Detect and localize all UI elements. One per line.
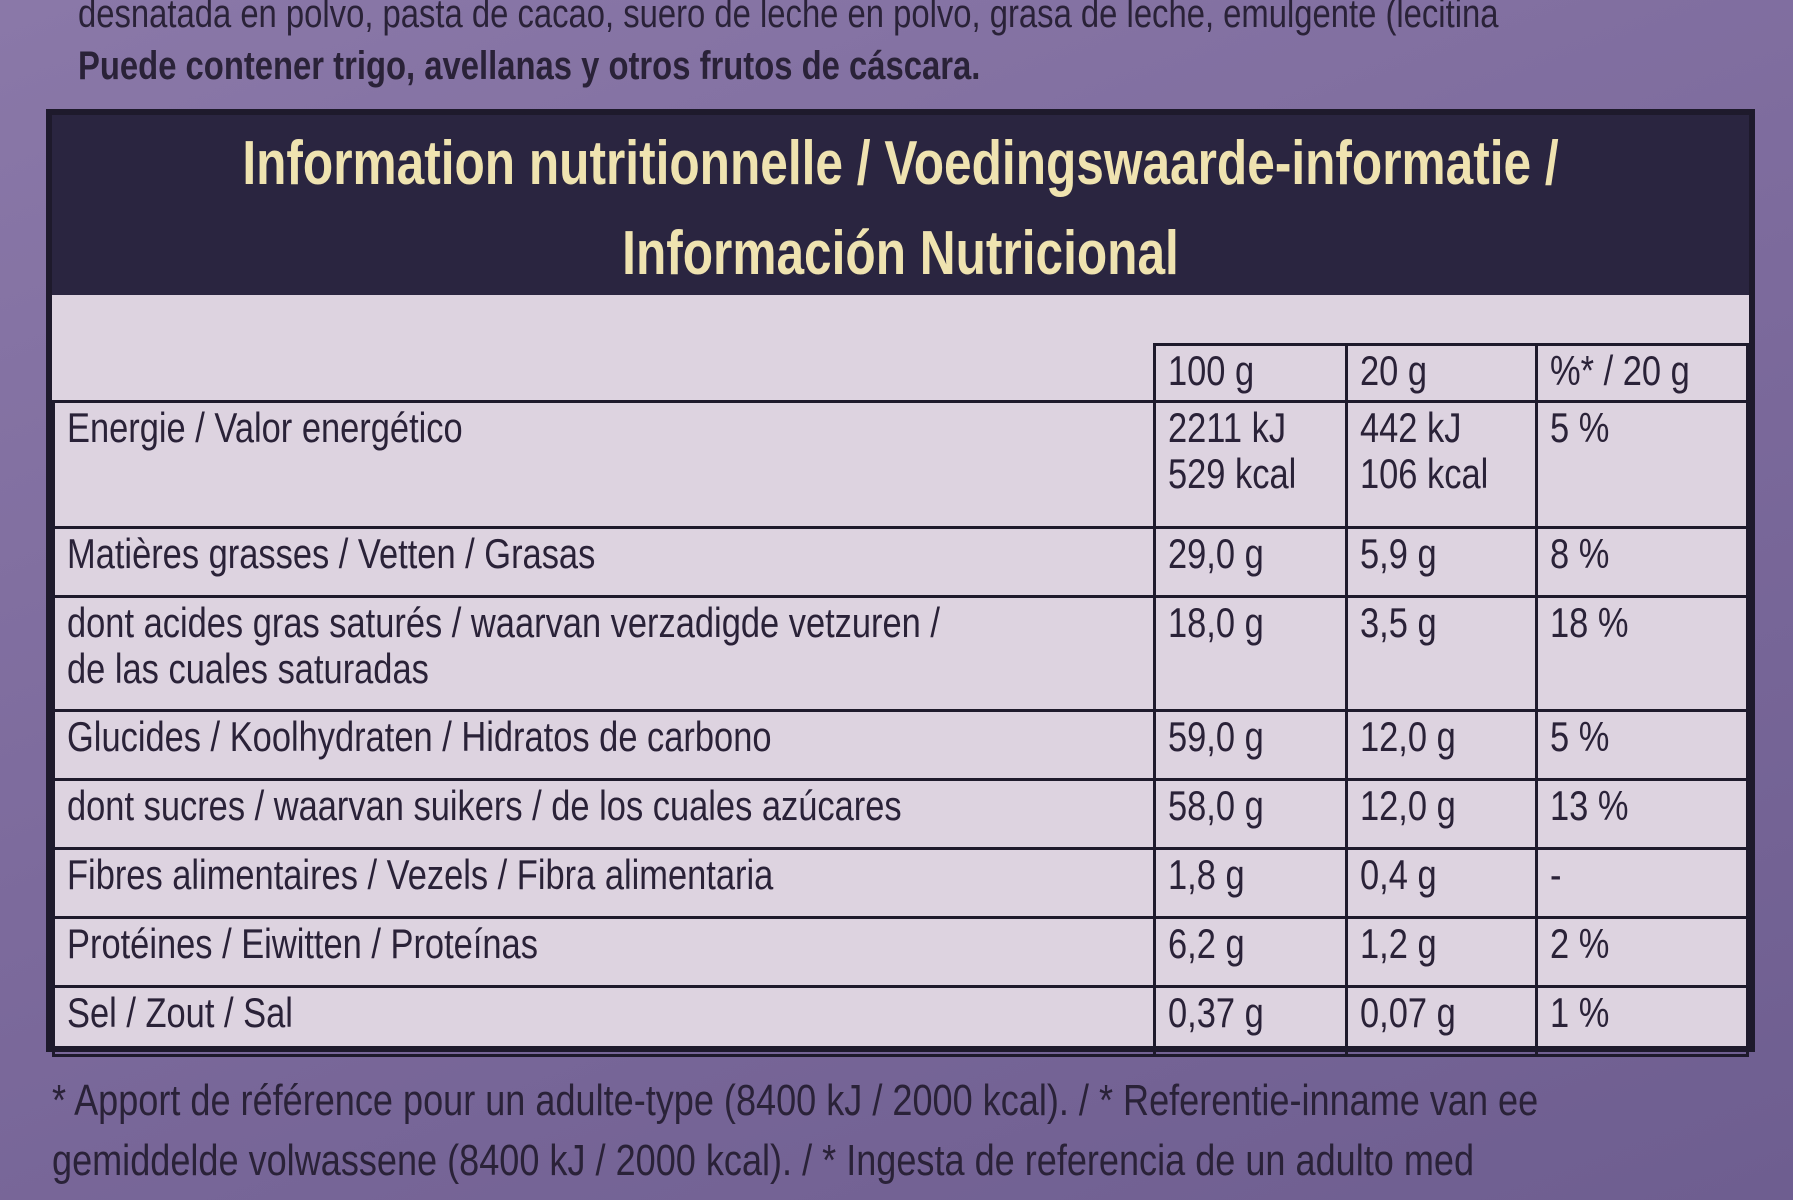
table-row: dont sucres / waarvan suikers / de los c… — [51, 778, 1749, 850]
cell: 2211 kJ 529 kcal — [1153, 400, 1348, 529]
column-header: %* / 20 g — [1535, 343, 1749, 403]
row-label-text: Matières grasses / Vetten / Grasas — [67, 530, 596, 577]
cell-text: 29,0 g — [1168, 530, 1264, 577]
row-label-text: dont sucres / waarvan suikers / de los c… — [67, 782, 902, 829]
cell-text: 1,2 g — [1359, 920, 1437, 967]
row-label-text: dont acides gras saturés / waarvan verza… — [67, 599, 940, 646]
cell-text: 529 kcal — [1168, 450, 1297, 497]
cell-text: 12,0 g — [1359, 713, 1456, 760]
row-label: Glucides / Koolhydraten / Hidratos de ca… — [51, 709, 1157, 781]
table-row: Glucides / Koolhydraten / Hidratos de ca… — [51, 709, 1749, 781]
cell: 58,0 g — [1153, 778, 1348, 850]
table-row: Matières grasses / Vetten / Grasas 29,0 g… — [51, 526, 1749, 598]
nutrition-label: Information nutritionnelle / Voedingswaa… — [46, 109, 1755, 1057]
footer-line: * Apport de référence pour un adulte-typ… — [52, 1076, 1539, 1125]
cell-text: 5,9 g — [1359, 530, 1437, 577]
row-label-text: Protéines / Eiwitten / Proteínas — [67, 920, 538, 967]
cell-text: 6,2 g — [1168, 920, 1245, 967]
cell-text: 0,4 g — [1359, 851, 1437, 898]
cell: - — [1535, 847, 1749, 919]
cell: 59,0 g — [1153, 709, 1348, 781]
row-label-text: Glucides / Koolhydraten / Hidratos de ca… — [67, 713, 772, 760]
cell-text: 1,8 g — [1168, 851, 1245, 898]
cell-text: 5 % — [1550, 713, 1610, 760]
cell: 12,0 g — [1344, 778, 1539, 850]
row-label: dont sucres / waarvan suikers / de los c… — [51, 778, 1157, 850]
table-row: Fibres alimentaires / Vezels / Fibra ali… — [51, 847, 1749, 919]
cell: 1,2 g — [1344, 916, 1539, 988]
column-header-text: %* / 20 g — [1550, 347, 1690, 394]
cell: 29,0 g — [1153, 526, 1348, 598]
cell: 3,5 g — [1344, 595, 1539, 712]
row-label-text: Sel / Zout / Sal — [67, 989, 293, 1036]
row-label-text: Energie / Valor energético — [67, 404, 463, 451]
cell: 2 % — [1535, 916, 1749, 988]
intro-line: Puede contener trigo, avellanas y otros … — [78, 44, 981, 88]
cell: 5 % — [1535, 400, 1749, 529]
cell-text: 58,0 g — [1168, 782, 1264, 829]
title-line: Información Nutricional — [622, 219, 1179, 288]
cell-text: 106 kcal — [1359, 450, 1489, 497]
cell: 12,0 g — [1344, 709, 1539, 781]
row-label-text: de las cuales saturadas — [67, 645, 429, 692]
cell: 0,07 g — [1344, 985, 1539, 1057]
nutrition-table: 100 g 20 g %* / 20 g Energie / Valor energé… — [51, 343, 1749, 1057]
cell-text: 442 kJ — [1359, 404, 1462, 451]
row-label: Protéines / Eiwitten / Proteínas — [51, 916, 1157, 988]
footer-line: gemiddelde volwassene (8400 kJ / 2000 kc… — [52, 1136, 1475, 1185]
cell-text: 59,0 g — [1168, 713, 1264, 760]
cell-text: 0,07 g — [1359, 989, 1456, 1036]
cell: 1 % — [1535, 985, 1749, 1057]
table-row: Protéines / Eiwitten / Proteínas 6,2 g 1,2… — [51, 916, 1749, 988]
cell: 5,9 g — [1344, 526, 1539, 598]
cell: 442 kJ 106 kcal — [1344, 400, 1539, 529]
cell: 13 % — [1535, 778, 1749, 850]
cell: 5 % — [1535, 709, 1749, 781]
column-header: 20 g — [1344, 343, 1539, 403]
cell: 8 % — [1535, 526, 1749, 598]
cell-text: 0,37 g — [1168, 989, 1264, 1036]
row-label: dont acides gras saturés / waarvan verza… — [51, 595, 1157, 712]
cell-text: 18 % — [1550, 599, 1629, 646]
row-label: Energie / Valor energético — [51, 400, 1157, 529]
cell: 0,37 g — [1153, 985, 1348, 1057]
header-blank — [53, 344, 1157, 403]
intro-line: desnatada en polvo, pasta de cacao, suer… — [78, 0, 1499, 36]
column-header-text: 100 g — [1168, 347, 1255, 394]
column-header: 100 g — [1153, 343, 1348, 403]
title-band: Information nutritionnelle / Voedingswaa… — [52, 115, 1749, 295]
row-label: Fibres alimentaires / Vezels / Fibra ali… — [51, 847, 1157, 919]
cell-text: 5 % — [1550, 404, 1610, 451]
cell-text: - — [1550, 851, 1562, 898]
cell-text: 8 % — [1550, 530, 1610, 577]
cell-text: 2211 kJ — [1168, 404, 1287, 451]
title-line: Information nutritionnelle / Voedingswaa… — [242, 129, 1559, 198]
header-row: 100 g 20 g %* / 20 g — [53, 343, 1749, 403]
cell: 18,0 g — [1153, 595, 1348, 712]
table-row: dont acides gras saturés / waarvan verza… — [51, 595, 1749, 712]
row-label: Sel / Zout / Sal — [51, 985, 1157, 1057]
column-header-text: 20 g — [1359, 347, 1427, 394]
cell-text: 3,5 g — [1359, 599, 1437, 646]
cell: 18 % — [1535, 595, 1749, 712]
cell-text: 1 % — [1550, 989, 1610, 1036]
row-label-text: Fibres alimentaires / Vezels / Fibra ali… — [67, 851, 774, 898]
table-row: Energie / Valor energético 2211 kJ 529 kca… — [51, 400, 1749, 529]
cell-text: 18,0 g — [1168, 599, 1264, 646]
cell-text: 2 % — [1550, 920, 1610, 967]
cell: 6,2 g — [1153, 916, 1348, 988]
row-label: Matières grasses / Vetten / Grasas — [51, 526, 1157, 598]
table-row: Sel / Zout / Sal 0,37 g 0,07 g 1 % — [51, 985, 1749, 1057]
cell: 1,8 g — [1153, 847, 1348, 919]
cell-text: 13 % — [1550, 782, 1629, 829]
cell-text: 12,0 g — [1359, 782, 1456, 829]
cell: 0,4 g — [1344, 847, 1539, 919]
